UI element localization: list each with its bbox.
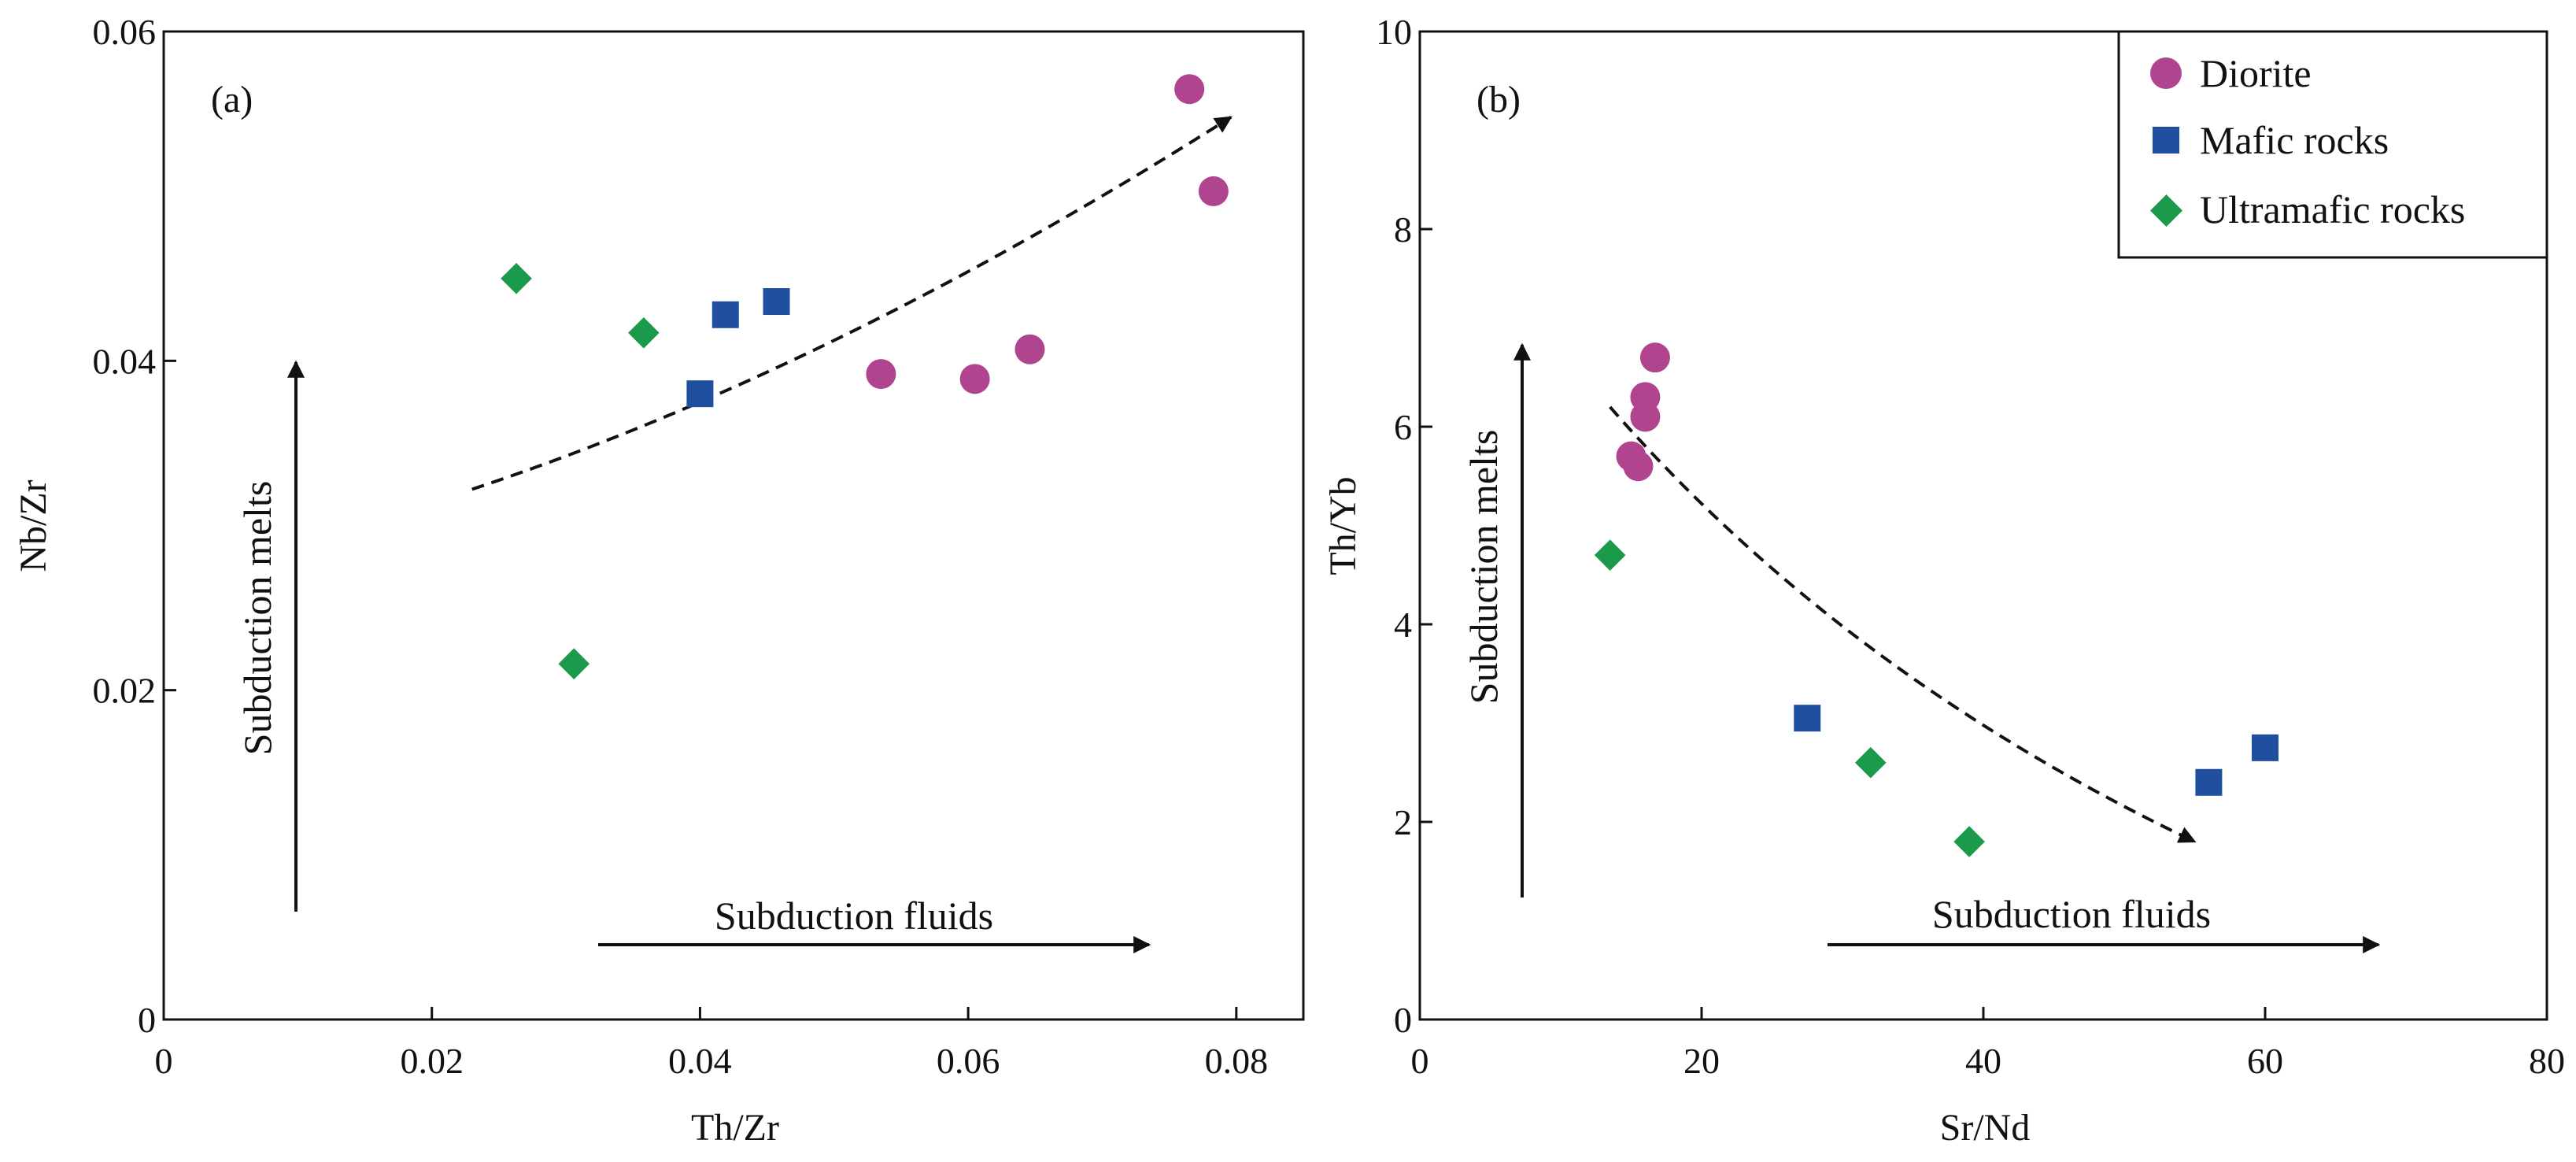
panel-a-fluids-label: Subduction fluids	[715, 894, 993, 938]
legend-marker-diorite	[2150, 57, 2182, 89]
panel-a-x-tick-label: 0.06	[937, 1041, 1000, 1081]
panel-a-y-title: Nb/Zr	[13, 479, 54, 572]
panel-b-x-title: Sr/Nd	[1940, 1107, 2031, 1149]
panel-b-y-tick-label: 8	[1394, 209, 1412, 250]
panel-a-x-title: Th/Zr	[691, 1107, 779, 1149]
panel-b-y-tick-label: 10	[1376, 12, 1412, 52]
panel-b-point-diorite	[1623, 451, 1654, 482]
panel-a-point-diorite	[959, 364, 990, 394]
panel-b-y-tick-label: 0	[1394, 1000, 1412, 1040]
panel-a-arrows	[287, 360, 1151, 953]
panel-a-point-mafic-rocks	[763, 288, 790, 316]
panel-a-point-diorite	[866, 359, 896, 390]
panel-b-fluids-label: Subduction fluids	[1932, 892, 2211, 936]
panel-a-y-tick-label: 0.06	[93, 12, 157, 52]
legend-label-mafic: Mafic rocks	[2200, 118, 2389, 162]
panel-b-point-mafic-rocks	[1794, 705, 1821, 732]
panel-b-point-diorite	[1630, 402, 1661, 432]
panel-a-melts-label: Subduction melts	[235, 481, 279, 756]
panel-b-x-tick-label: 40	[1965, 1041, 2001, 1081]
panel-b-label: (b)	[1476, 79, 1521, 120]
panel-b-x-tick-label: 20	[1683, 1041, 1720, 1081]
panel-a-x-tick-label: 0	[155, 1041, 173, 1081]
panel-b-point-mafic-rocks	[2252, 734, 2278, 761]
legend-label-diorite: Diorite	[2200, 51, 2312, 95]
panel-a-point-diorite	[1174, 74, 1205, 105]
panel-b-point-ultramafic-rocks	[1594, 539, 1626, 571]
panel-b-y-title: Th/Yb	[1322, 476, 1364, 575]
panel-b: 0 20 40 60 80 0 2 4 6 8 10 (b) Sr/Nd Th/Yb Subduct…	[1322, 12, 2565, 1149]
panel-a-point-ultramafic-rocks	[628, 316, 660, 349]
panel-b-point-ultramafic-rocks	[1855, 746, 1887, 779]
panel-b-x-tick-label: 0	[1411, 1041, 1429, 1081]
panel-b-trend-line	[1609, 405, 2197, 843]
panel-a-point-mafic-rocks	[686, 380, 714, 408]
panel-b-points	[1594, 342, 2278, 857]
panel-a-x-tick-label: 0.04	[668, 1041, 732, 1081]
panel-a-point-diorite	[1015, 334, 1045, 365]
panel-a-point-ultramafic-rocks	[501, 262, 532, 294]
panel-b-x-tick-label: 60	[2247, 1041, 2283, 1081]
panel-a-frame	[162, 30, 1305, 1021]
panel-b-trend-curve	[1609, 405, 2197, 843]
panel-b-point-diorite	[1639, 342, 1670, 373]
panel-a-ticks: 0 0.02 0.04 0.06 0.08 0 0.02 0.04 0.06	[93, 12, 1269, 1081]
panel-b-point-ultramafic-rocks	[1953, 826, 1985, 857]
legend-marker-mafic	[2153, 127, 2179, 154]
panel-a-y-tick-label: 0	[138, 1000, 156, 1040]
panel-b-ticks: 0 20 40 60 80 0 2 4 6 8 10	[1376, 12, 2565, 1081]
panel-b-y-tick-label: 2	[1394, 802, 1412, 842]
legend: Diorite Mafic rocks Ultramafic rocks	[2117, 30, 2548, 259]
panel-b-point-mafic-rocks	[2195, 768, 2223, 796]
panel-b-arrows	[1513, 342, 2381, 953]
panel-a-y-tick-label: 0.02	[93, 671, 157, 711]
panel-a-x-tick-label: 0.02	[400, 1041, 464, 1081]
panel-a-y-tick-label: 0.04	[93, 341, 157, 381]
panel-b-y-tick-label: 4	[1394, 605, 1412, 645]
legend-label-ultramafic: Ultramafic rocks	[2200, 187, 2465, 231]
legend-marker-ultramafic	[2149, 194, 2183, 228]
panel-a-point-ultramafic-rocks	[558, 648, 590, 679]
panel-b-y-tick-label: 6	[1394, 407, 1412, 447]
panel-a-point-mafic-rocks	[711, 301, 739, 328]
panel-a: 0 0.02 0.04 0.06 0.08 0 0.02 0.04 0.06 (a) Th/Zr…	[13, 12, 1305, 1149]
panel-a-points	[501, 74, 1229, 679]
panel-a-trend-line	[471, 116, 1233, 491]
panel-a-point-diorite	[1198, 176, 1229, 206]
panel-a-trend-curve	[471, 116, 1233, 491]
panel-b-melts-label: Subduction melts	[1462, 430, 1506, 705]
panel-a-label: (a)	[211, 79, 253, 120]
legend-box	[2117, 30, 2548, 259]
panel-a-x-tick-label: 0.08	[1205, 1041, 1269, 1081]
panel-b-x-tick-label: 80	[2529, 1041, 2565, 1081]
